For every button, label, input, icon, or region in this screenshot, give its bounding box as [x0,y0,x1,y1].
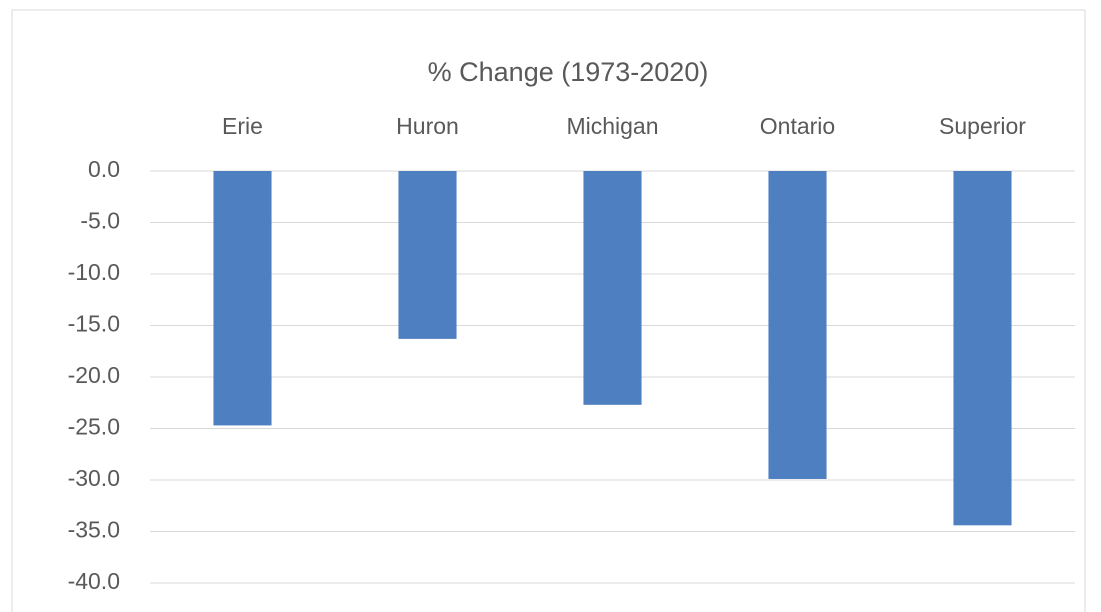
bar [953,171,1012,526]
y-tick-label: -5.0 [80,208,120,234]
y-tick-label: 0.0 [88,156,120,182]
x-tick-label: Michigan [566,113,658,139]
y-tick-label: -20.0 [68,362,120,388]
bar [213,171,272,426]
chart-title: % Change (1973-2020) [428,57,709,87]
chart-frame [11,9,1086,612]
x-tick-label: Huron [396,113,459,139]
x-tick-label: Ontario [760,113,835,139]
x-tick-label: Superior [939,113,1026,139]
y-tick-label: -40.0 [68,568,120,594]
y-tick-label: -25.0 [68,414,120,440]
y-tick-label: -30.0 [68,465,120,491]
bar [398,171,457,339]
y-tick-label: -10.0 [68,259,120,285]
bar [768,171,827,479]
y-tick-label: -35.0 [68,517,120,543]
x-tick-label: Erie [222,113,263,139]
bar [583,171,642,405]
y-tick-label: -15.0 [68,311,120,337]
